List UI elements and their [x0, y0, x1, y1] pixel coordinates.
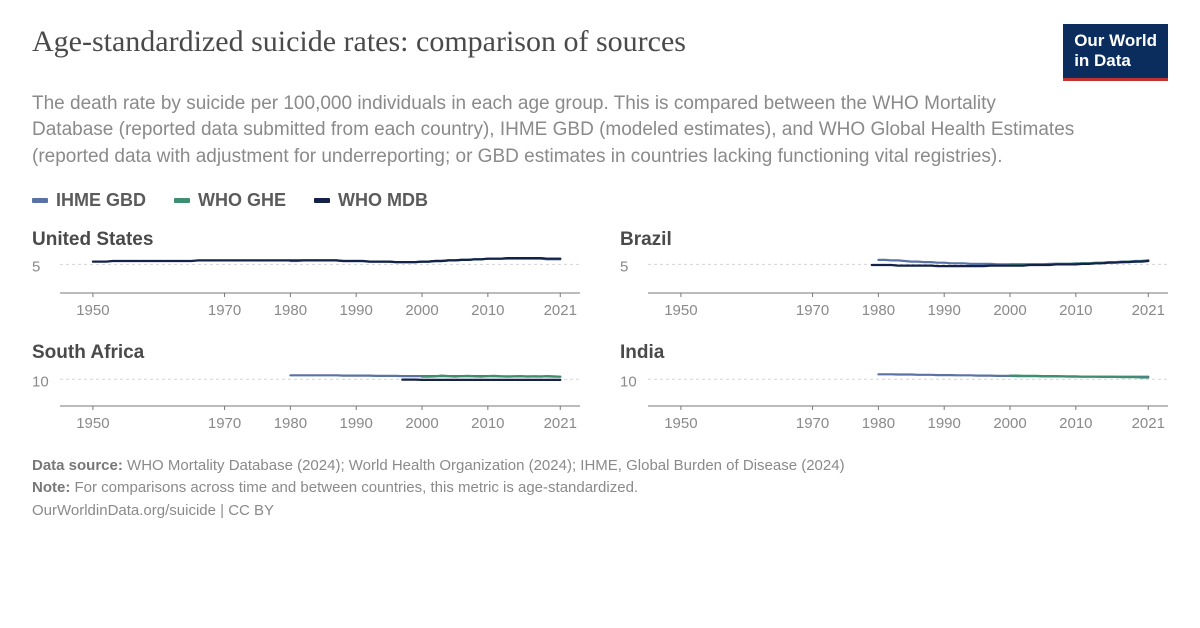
y-tick-label: 5 [620, 259, 628, 276]
series-line [93, 258, 560, 262]
x-tick-label: 1980 [274, 415, 307, 432]
panel-title: India [620, 342, 1168, 364]
x-tick-label: 1980 [274, 302, 307, 319]
x-axis-labels: 1950 1970 1980 1990 2000 2010 2021 [60, 302, 580, 320]
x-tick-label: 1980 [862, 302, 895, 319]
chart-svg [648, 253, 1168, 297]
legend-swatch [32, 198, 48, 203]
panel-title: United States [32, 229, 580, 251]
source-text: WHO Mortality Database (2024); World Hea… [123, 457, 845, 474]
x-tick-label: 1970 [796, 302, 829, 319]
chart-area: 10 [620, 366, 1168, 412]
legend-item: WHO GHE [174, 190, 286, 211]
x-tick-label: 1950 [664, 302, 697, 319]
legend-item: IHME GBD [32, 190, 146, 211]
x-tick-label: 2021 [1132, 415, 1165, 432]
x-tick-label: 1970 [208, 415, 241, 432]
panel-title: Brazil [620, 229, 1168, 251]
x-axis-labels: 1950 1970 1980 1990 2000 2010 2021 [60, 415, 580, 433]
x-axis-labels: 1950 1970 1980 1990 2000 2010 2021 [648, 415, 1168, 433]
x-tick-label: 2010 [471, 415, 504, 432]
legend-label: WHO GHE [198, 190, 286, 211]
chart-panel: Brazil 5 1950 1970 1980 1990 2000 2010 2021 [620, 229, 1168, 320]
x-tick-label: 1980 [862, 415, 895, 432]
x-tick-label: 1990 [340, 302, 373, 319]
x-tick-label: 1950 [664, 415, 697, 432]
x-tick-label: 2000 [993, 302, 1026, 319]
page-title: Age-standardized suicide rates: comparis… [32, 24, 686, 60]
x-tick-label: 1990 [340, 415, 373, 432]
logo-line1: Our World [1074, 31, 1157, 51]
chart-area: 10 [32, 366, 580, 412]
y-tick-label: 10 [620, 374, 637, 391]
chart-panel: South Africa 10 1950 1970 1980 1990 2000 2010 20… [32, 342, 580, 433]
x-tick-label: 2000 [405, 302, 438, 319]
legend-swatch [314, 198, 330, 203]
x-tick-label: 1990 [928, 302, 961, 319]
x-tick-label: 1970 [208, 302, 241, 319]
chart-area: 5 [32, 253, 580, 299]
legend: IHME GBD WHO GHE WHO MDB [32, 190, 1168, 211]
chart-svg [60, 253, 580, 297]
note-text: For comparisons across time and between … [70, 479, 638, 496]
x-tick-label: 2010 [1059, 415, 1092, 432]
panel-grid: United States 5 1950 1970 1980 1990 2000 2010 20… [32, 229, 1168, 433]
chart-svg [648, 366, 1168, 410]
x-tick-label: 2010 [471, 302, 504, 319]
x-tick-label: 2021 [544, 302, 577, 319]
x-tick-label: 1950 [76, 302, 109, 319]
footer-link: OurWorldinData.org/suicide | CC BY [32, 500, 1168, 523]
chart-svg [60, 366, 580, 410]
source-label: Data source: [32, 457, 123, 474]
x-tick-label: 1970 [796, 415, 829, 432]
x-tick-label: 1950 [76, 415, 109, 432]
x-tick-label: 2021 [544, 415, 577, 432]
chart-panel: India 10 1950 1970 1980 1990 2000 2010 2021 [620, 342, 1168, 433]
x-axis-labels: 1950 1970 1980 1990 2000 2010 2021 [648, 302, 1168, 320]
legend-item: WHO MDB [314, 190, 428, 211]
x-tick-label: 2021 [1132, 302, 1165, 319]
chart-panel: United States 5 1950 1970 1980 1990 2000 2010 20… [32, 229, 580, 320]
footer: Data source: WHO Mortality Database (202… [32, 455, 1168, 523]
x-tick-label: 2000 [993, 415, 1026, 432]
legend-label: WHO MDB [338, 190, 428, 211]
legend-swatch [174, 198, 190, 203]
subtitle: The death rate by suicide per 100,000 in… [32, 91, 1082, 170]
series-line [422, 375, 560, 376]
y-tick-label: 10 [32, 374, 49, 391]
chart-area: 5 [620, 253, 1168, 299]
x-tick-label: 2000 [405, 415, 438, 432]
logo-line2: in Data [1074, 51, 1157, 71]
legend-label: IHME GBD [56, 190, 146, 211]
x-tick-label: 2010 [1059, 302, 1092, 319]
panel-title: South Africa [32, 342, 580, 364]
note-label: Note: [32, 479, 70, 496]
owid-logo: Our World in Data [1063, 24, 1168, 81]
x-tick-label: 1990 [928, 415, 961, 432]
y-tick-label: 5 [32, 259, 40, 276]
